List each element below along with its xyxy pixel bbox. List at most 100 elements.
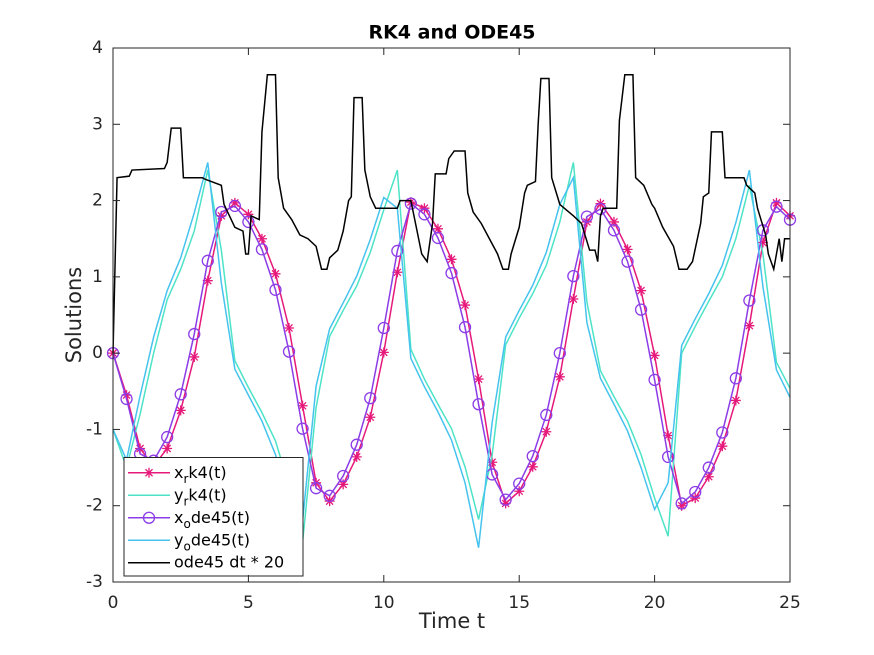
data-marker [703,471,714,482]
y-tick-label: -3 [86,572,103,592]
data-marker [161,430,174,444]
data-marker [729,372,742,385]
x-tick-label: 5 [243,593,254,613]
data-marker [446,254,457,265]
data-marker [296,422,309,435]
data-marker [487,457,498,468]
data-marker [432,223,443,234]
data-marker [269,283,282,296]
data-marker [404,197,418,210]
data-marker [323,489,336,502]
data-marker [527,461,538,472]
data-marker [364,392,377,405]
data-marker [636,285,647,296]
legend: xrk4(t)yrk4(t)xode45(t)yode45(t)ode45 dt… [123,457,304,577]
data-marker [174,388,187,401]
data-marker [689,485,702,499]
legend-label: ode45 dt * 20 [174,552,284,571]
data-marker [541,426,552,437]
data-marker [554,371,565,382]
data-marker [744,320,755,331]
data-marker [607,224,621,237]
data-marker [663,430,674,441]
series-line [112,73,790,354]
y-tick-label: -1 [86,419,103,439]
data-marker [242,215,255,229]
x-axis-label: Time t [418,609,485,633]
data-marker [675,497,688,510]
data-marker [338,479,349,490]
data-marker [445,266,458,280]
data-marker [391,244,404,258]
legend-label: yrk4(t) [174,485,227,508]
data-marker [676,500,687,511]
chart-title: RK4 and ODE45 [368,22,535,44]
data-marker [568,293,579,304]
data-marker [648,373,661,386]
y-tick-label: -2 [86,496,103,516]
data-marker [202,275,213,286]
axes-box [112,47,791,583]
data-marker [716,426,729,439]
data-marker [175,405,186,416]
data-marker [634,303,648,316]
data-marker [567,269,580,283]
data-marker [255,243,269,256]
data-marker [350,438,363,451]
data-marker [458,321,472,334]
data-marker [608,216,619,227]
y-axis-label: Solutions [62,267,86,364]
data-marker [770,200,783,213]
data-marker [284,322,295,333]
data-marker [142,511,156,524]
data-marker [418,208,431,221]
data-marker [243,209,254,220]
data-marker [649,350,660,361]
data-marker [201,254,214,267]
legend-label: xrk4(t) [174,462,227,485]
data-marker [472,398,485,411]
data-marker [473,374,484,385]
legend-label: xode45(t) [174,507,250,530]
x-tick-label: 0 [108,593,119,613]
data-marker [365,412,376,423]
data-marker [500,498,511,509]
x-tick-label: 25 [779,593,801,613]
data-marker [297,400,308,411]
y-tick-label: 0 [92,343,103,363]
data-marker [377,321,390,335]
y-tick-label: 2 [92,191,103,211]
data-marker [514,486,525,497]
data-marker [337,469,350,483]
data-marker [540,408,553,422]
data-marker [189,351,200,362]
x-tick-label: 20 [644,593,666,613]
y-tick-label: 3 [92,114,103,134]
data-marker [743,294,756,307]
data-marker [256,233,267,244]
data-marker [553,346,566,360]
data-marker [121,390,132,401]
series-line [112,162,791,548]
data-marker [229,197,240,208]
data-marker [431,231,445,245]
data-marker [622,244,633,255]
data-marker [144,467,154,478]
data-marker [717,441,728,452]
data-marker [188,327,201,341]
data-marker [702,461,715,474]
data-marker [309,482,323,495]
data-marker [120,392,133,406]
data-marker [351,451,362,462]
plot [106,73,797,548]
data-marker [460,300,471,311]
data-marker [580,210,594,223]
data-marker [378,347,389,358]
data-marker [621,255,634,268]
x-tick-label: 15 [508,593,530,613]
data-marker [730,395,741,406]
data-marker [526,449,539,463]
series-line [112,162,791,543]
